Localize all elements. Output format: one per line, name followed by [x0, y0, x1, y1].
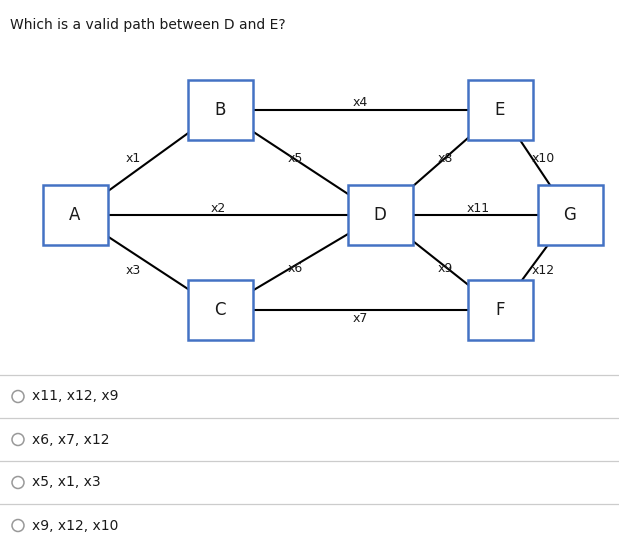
- Bar: [188, 80, 253, 140]
- Text: x3: x3: [126, 264, 141, 276]
- Bar: [188, 280, 253, 340]
- Text: x6, x7, x12: x6, x7, x12: [32, 432, 110, 447]
- Text: E: E: [495, 101, 505, 119]
- Text: Which is a valid path between D and E?: Which is a valid path between D and E?: [10, 18, 285, 32]
- Text: x1: x1: [126, 151, 141, 164]
- Bar: [467, 280, 532, 340]
- Bar: [43, 185, 108, 245]
- Text: A: A: [69, 206, 80, 224]
- Text: x10: x10: [531, 151, 555, 164]
- Text: x7: x7: [352, 312, 368, 324]
- Text: x11: x11: [467, 201, 490, 215]
- Bar: [467, 80, 532, 140]
- Text: x2: x2: [210, 201, 225, 215]
- Text: C: C: [214, 301, 226, 319]
- Text: G: G: [563, 206, 576, 224]
- Text: F: F: [495, 301, 504, 319]
- Text: x11, x12, x9: x11, x12, x9: [32, 389, 118, 403]
- Text: D: D: [373, 206, 386, 224]
- Text: x8: x8: [437, 151, 452, 164]
- Bar: [347, 185, 412, 245]
- Text: x6: x6: [287, 262, 303, 275]
- Text: x9, x12, x10: x9, x12, x10: [32, 519, 118, 532]
- Text: x5: x5: [287, 151, 303, 164]
- Text: x9: x9: [438, 262, 452, 275]
- Bar: [537, 185, 602, 245]
- Text: B: B: [214, 101, 226, 119]
- Text: x5, x1, x3: x5, x1, x3: [32, 476, 101, 490]
- Text: x12: x12: [532, 264, 555, 276]
- Text: x4: x4: [352, 96, 368, 109]
